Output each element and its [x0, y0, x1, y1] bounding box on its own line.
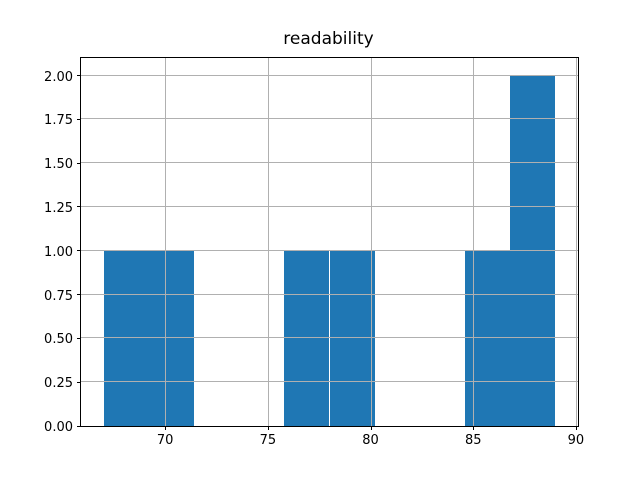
y-tick-label: 1.25 [44, 200, 73, 216]
histogram-bar [510, 75, 556, 426]
y-tick-mark [77, 250, 81, 252]
gridline-horizontal [81, 249, 578, 251]
x-tick-label: 70 [156, 433, 174, 448]
x-tick-mark [473, 426, 475, 430]
y-tick-mark [77, 162, 81, 164]
y-tick-mark [77, 206, 81, 208]
y-tick-label: 0.75 [44, 288, 73, 304]
y-tick-label: 0.00 [44, 420, 73, 435]
gridline-vertical [370, 58, 372, 426]
y-tick-mark [77, 337, 81, 339]
y-tick-label: 0.25 [44, 376, 73, 392]
x-tick-label: 80 [362, 433, 379, 448]
plot-area: 70 75 80 85 90 0.00 0.25 0.50 0.75 1.00 1.25 1.50 1.… [44, 57, 584, 448]
y-tick-mark [77, 425, 81, 427]
y-tick-label: 1.50 [44, 157, 73, 173]
gridline-horizontal [81, 205, 578, 207]
gridline-vertical [473, 58, 475, 426]
chart-title: readability [283, 29, 374, 49]
gridline-horizontal [81, 293, 578, 295]
x-tick-mark [267, 426, 269, 430]
gridline-horizontal [81, 337, 578, 339]
y-tick-mark [77, 381, 81, 383]
x-tick-label: 85 [464, 433, 482, 448]
x-tick-mark [370, 426, 372, 430]
gridline-vertical [267, 58, 269, 426]
y-tick-mark [77, 294, 81, 296]
gridline-horizontal [81, 118, 578, 120]
y-tick-mark [77, 75, 81, 77]
y-tick-mark [77, 118, 81, 120]
x-tick-label: 75 [259, 433, 277, 448]
gridline-horizontal [81, 74, 578, 76]
x-tick-mark [575, 426, 577, 430]
y-tick-label: 2.00 [44, 69, 73, 85]
gridline-vertical [165, 58, 167, 426]
gridline-horizontal [81, 381, 578, 383]
gridline-horizontal [81, 162, 578, 164]
gridline-vertical [575, 58, 577, 426]
y-tick-label: 1.75 [44, 113, 73, 129]
y-tick-label: 1.00 [44, 244, 73, 260]
y-tick-label: 0.50 [44, 332, 73, 348]
x-tick-mark [165, 426, 167, 430]
x-tick-label: 90 [567, 433, 585, 448]
